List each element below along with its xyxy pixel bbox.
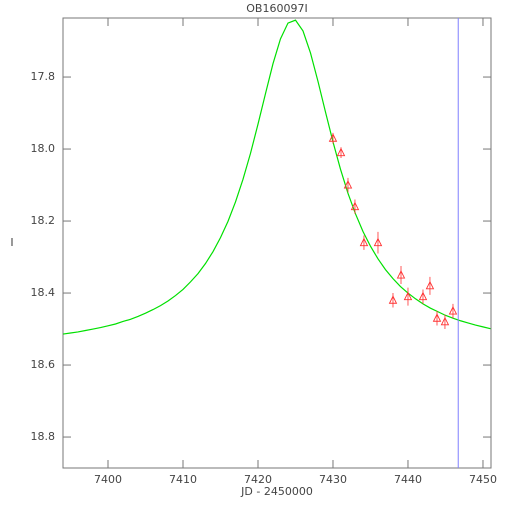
y-tick-label: 18.0 bbox=[31, 142, 56, 155]
plot-frame bbox=[62, 17, 492, 469]
y-axis-label: I bbox=[10, 236, 13, 249]
chart-title: OB160097I bbox=[246, 2, 307, 15]
x-tick-label: 7410 bbox=[169, 473, 197, 486]
data-point bbox=[448, 306, 458, 315]
model-curve bbox=[63, 19, 491, 335]
data-point bbox=[425, 280, 435, 290]
x-tick-label: 7420 bbox=[244, 473, 272, 486]
data-point bbox=[432, 313, 442, 322]
y-tick-label: 17.8 bbox=[31, 70, 56, 83]
data-point bbox=[328, 133, 338, 142]
x-tick-label: 7430 bbox=[319, 473, 347, 486]
data-point bbox=[359, 237, 369, 247]
y-tick-label: 18.2 bbox=[31, 214, 56, 227]
data-point bbox=[418, 291, 428, 301]
data-point bbox=[440, 316, 450, 326]
data-point bbox=[396, 270, 406, 279]
y-tick-label: 18.4 bbox=[31, 286, 56, 299]
y-tick-label: 18.8 bbox=[31, 430, 56, 443]
data-point bbox=[403, 291, 413, 301]
x-tick-label: 7440 bbox=[394, 473, 422, 486]
data-point bbox=[388, 295, 398, 304]
data-point bbox=[336, 147, 346, 157]
x-axis-label: JD - 2450000 bbox=[240, 485, 313, 498]
data-point bbox=[373, 237, 383, 247]
data-point bbox=[343, 180, 353, 189]
data-point bbox=[350, 201, 360, 211]
x-tick-label: 7400 bbox=[94, 473, 122, 486]
x-tick-label: 7450 bbox=[469, 473, 497, 486]
y-tick-label: 18.6 bbox=[31, 358, 56, 371]
